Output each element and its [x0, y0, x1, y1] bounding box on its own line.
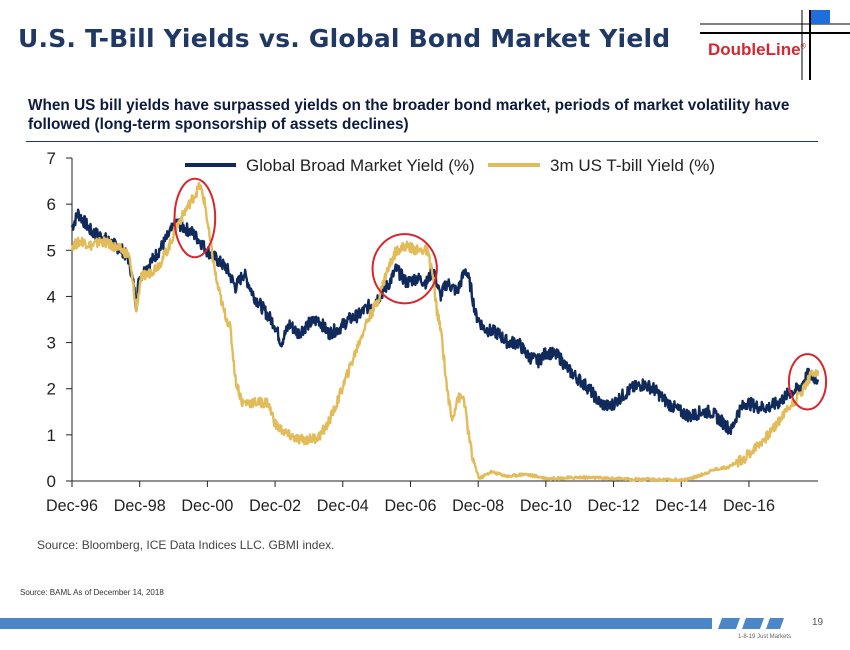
series-line-tbill	[70, 181, 820, 483]
logo-frame-lines	[700, 10, 850, 80]
slide-source-note: Source: BAML As of December 14, 2018	[20, 588, 164, 597]
footer-note: 1-8-19 Just Markets	[738, 634, 792, 640]
legend-label: 3m US T-bill Yield (%)	[550, 156, 715, 175]
chart-subtitle: When US bill yields have surpassed yield…	[28, 97, 790, 133]
y-tick-label: 6	[47, 195, 56, 214]
page-number: 19	[812, 617, 824, 628]
legend-label: Global Broad Market Yield (%)	[246, 156, 475, 175]
y-tick-label: 4	[47, 287, 56, 306]
logo-blue-square	[811, 10, 830, 24]
y-tick-label: 3	[47, 334, 56, 353]
footer-block-3	[765, 618, 785, 629]
footer-block-1	[717, 618, 741, 629]
x-tick-label: Dec-16	[723, 496, 775, 515]
highlight-circle	[371, 233, 438, 305]
x-tick-label: Dec-02	[249, 496, 301, 515]
footer-block-2	[741, 618, 765, 629]
y-tick-label: 1	[47, 426, 56, 445]
x-tick-label: Dec-12	[588, 496, 640, 515]
highlight-circle	[787, 353, 828, 411]
logo-registered-mark: ®	[800, 43, 806, 51]
chart-source: Source: Bloomberg, ICE Data Indices LLC.…	[37, 538, 335, 552]
y-tick-label: 7	[47, 149, 56, 168]
yield-chart: 0 1 2 3 4 5 6 7 Dec-96 Dec-98 Dec-00 Dec-02 Dec-04 De…	[46, 149, 828, 515]
slide-title: U.S. T-Bill Yields vs. Global Bond Marke…	[18, 24, 671, 53]
x-tick-label: Dec-10	[520, 496, 572, 515]
y-tick-label: 0	[47, 472, 56, 491]
x-tick-label: Dec-98	[114, 496, 166, 515]
doubleline-logo: DoubleLine®	[708, 40, 806, 60]
subtitle-rule	[26, 141, 818, 142]
series-line-global-broad-market	[70, 208, 820, 435]
x-tick-label: Dec-06	[384, 496, 436, 515]
x-tick-label: Dec-14	[655, 496, 707, 515]
y-tick-label: 2	[47, 380, 56, 399]
y-tick-label: 5	[47, 241, 56, 260]
x-tick-label: Dec-96	[46, 496, 98, 515]
logo-text: DoubleLine	[708, 40, 801, 59]
footer-bar	[0, 618, 712, 629]
highlight-circle	[173, 177, 217, 259]
x-tick-label: Dec-04	[317, 496, 369, 515]
x-tick-label: Dec-08	[452, 496, 504, 515]
x-tick-label: Dec-00	[181, 496, 233, 515]
